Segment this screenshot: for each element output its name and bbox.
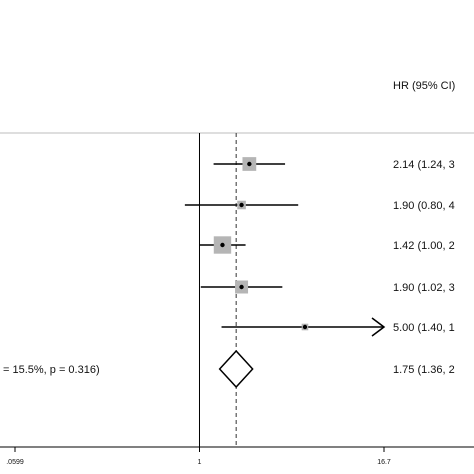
study-estimate-label: 5.00 (1.40, 1 bbox=[393, 322, 455, 334]
study-estimate-label: 1.90 (0.80, 4 bbox=[393, 200, 455, 212]
ci-arrow bbox=[371, 317, 386, 337]
study-row: 1.90 (0.80, 4 bbox=[184, 200, 455, 212]
point-estimate bbox=[247, 161, 252, 167]
x-tick-label: .0599 bbox=[6, 459, 24, 466]
heterogeneity-label: = 15.5%, p = 0.316) bbox=[3, 364, 100, 376]
x-axis-ticks: .0599 1 16.7 bbox=[6, 447, 391, 466]
point-estimate bbox=[239, 284, 244, 290]
study-row: 5.00 (1.40, 1 bbox=[221, 317, 455, 337]
x-tick-label: 16.7 bbox=[377, 459, 391, 466]
x-tick-label: 1 bbox=[198, 459, 202, 466]
point-estimate bbox=[302, 324, 308, 330]
point-estimate bbox=[239, 202, 244, 208]
study-estimate-label: 1.42 (1.00, 2 bbox=[393, 240, 455, 252]
overall-diamond bbox=[218, 349, 254, 389]
study-row: 1.42 (1.00, 2 bbox=[199, 236, 455, 254]
study-rows: 2.14 (1.24, 3 1.90 (0.80, 4 1.42 (1.00, 2 1… bbox=[184, 157, 455, 337]
overall-estimate-label: 1.75 (1.36, 2 bbox=[393, 364, 455, 376]
study-estimate-label: 2.14 (1.24, 3 bbox=[393, 159, 455, 171]
study-row: 1.90 (1.02, 3 bbox=[200, 280, 455, 294]
study-row: 2.14 (1.24, 3 bbox=[213, 157, 455, 171]
study-estimate-label: 1.90 (1.02, 3 bbox=[393, 282, 455, 294]
point-estimate bbox=[220, 242, 225, 248]
column-header: HR (95% CI) bbox=[393, 80, 455, 92]
